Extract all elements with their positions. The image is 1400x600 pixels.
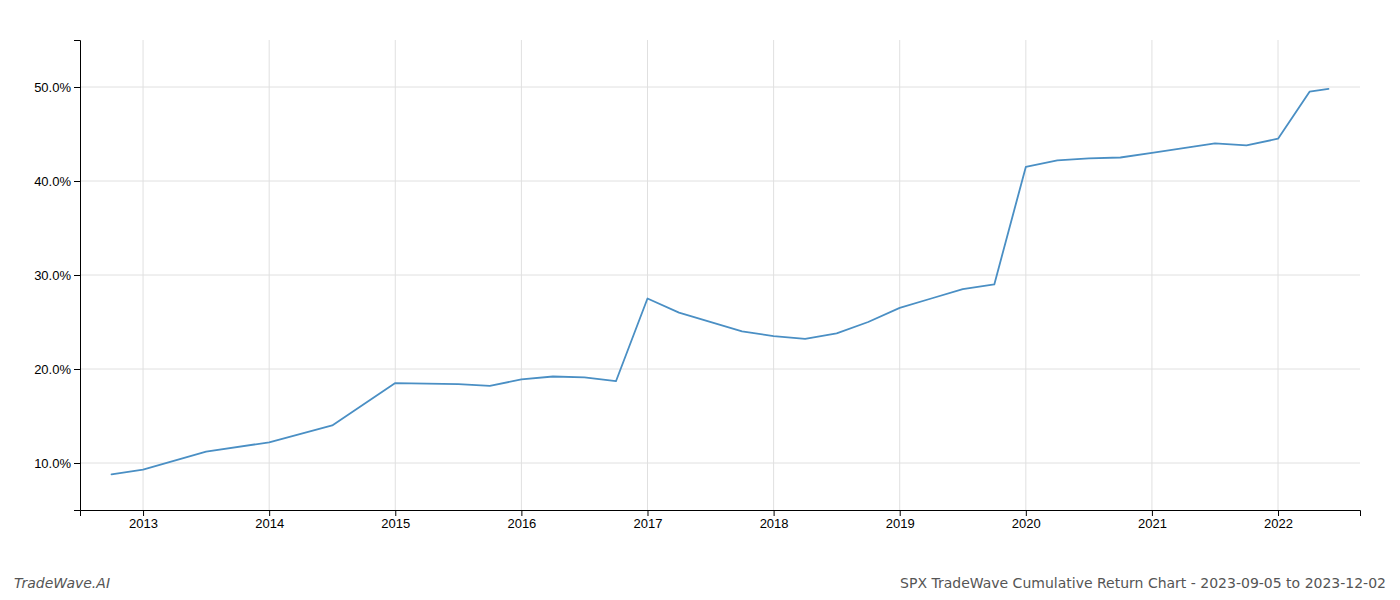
x-tick-label: 2014	[255, 516, 284, 531]
chart: 2013 2014 2015 2016 2017 2018 2019 2020 2021 2022…	[0, 0, 1400, 600]
footer: TradeWave.AI SPX TradeWave Cumulative Ret…	[14, 575, 1386, 591]
y-tick-label: 50.0%	[34, 80, 71, 95]
x-axis-line	[81, 511, 1361, 517]
x-tick-label: 2015	[381, 516, 410, 531]
x-tick: 2016	[507, 510, 536, 531]
x-tick-mark	[269, 510, 270, 516]
y-tick-mark	[74, 369, 80, 370]
x-tick-mark	[395, 510, 396, 516]
x-tick-label: 2020	[1012, 516, 1041, 531]
y-tick-mark	[74, 463, 80, 464]
x-tick-label: 2022	[1264, 516, 1293, 531]
plot: 2013 2014 2015 2016 2017 2018 2019 2020 2021 2022…	[34, 40, 1360, 531]
x-tick-mark	[647, 510, 648, 516]
x-tick-label: 2013	[129, 516, 158, 531]
title: SPX TradeWave Cumulative Return Chart - …	[900, 575, 1386, 591]
x-tick: 2020	[1012, 510, 1041, 531]
grid-line-y	[80, 275, 1360, 276]
x-tick-label: 2017	[634, 516, 663, 531]
y-tick-mark	[74, 181, 80, 182]
x-tick-mark	[1026, 510, 1027, 516]
y-tick-mark	[74, 87, 80, 88]
grid-line-y	[80, 463, 1360, 464]
x-tick: 2018	[760, 510, 789, 531]
y-tick: 50.0%	[34, 80, 80, 95]
watermark: TradeWave.AI	[14, 575, 110, 591]
x-tick: 2022	[1264, 510, 1293, 531]
marks	[112, 89, 1329, 474]
y-tick: 20.0%	[34, 362, 80, 377]
line	[112, 89, 1329, 474]
x-tick-label: 2016	[507, 516, 536, 531]
x-tick: 2013	[129, 510, 158, 531]
x-tick-label: 2019	[886, 516, 915, 531]
x-tick: 2014	[255, 510, 284, 531]
x-tick: 2019	[886, 510, 915, 531]
y-tick: 30.0%	[34, 268, 80, 283]
x-tick-mark	[143, 510, 144, 516]
x-tick-label: 2021	[1138, 516, 1167, 531]
x-tick-mark	[900, 510, 901, 516]
grid-line-y	[80, 181, 1360, 182]
y-tick-label: 20.0%	[34, 362, 71, 377]
y-tick-label: 30.0%	[34, 268, 71, 283]
grid-line-y	[80, 369, 1360, 370]
y-tick-label: 40.0%	[34, 174, 71, 189]
x-tick-mark	[774, 510, 775, 516]
y-tick-label: 10.0%	[34, 456, 71, 471]
grid	[80, 40, 1360, 510]
x-tick: 2021	[1138, 510, 1167, 531]
grid-line-y	[80, 87, 1360, 88]
x-tick-mark	[1278, 510, 1279, 516]
x-tick: 2015	[381, 510, 410, 531]
x-tick-mark	[1152, 510, 1153, 516]
y-axis-line	[74, 41, 81, 511]
y-axis: 10.0% 20.0% 30.0% 40.0% 50.0%	[34, 41, 80, 511]
y-tick: 40.0%	[34, 174, 80, 189]
x-tick-label: 2018	[760, 516, 789, 531]
x-axis: 2013 2014 2015 2016 2017 2018 2019 2020 2021 2022	[81, 510, 1361, 531]
x-tick: 2017	[634, 510, 663, 531]
y-tick-mark	[74, 275, 80, 276]
x-tick-mark	[521, 510, 522, 516]
y-tick: 10.0%	[34, 456, 80, 471]
